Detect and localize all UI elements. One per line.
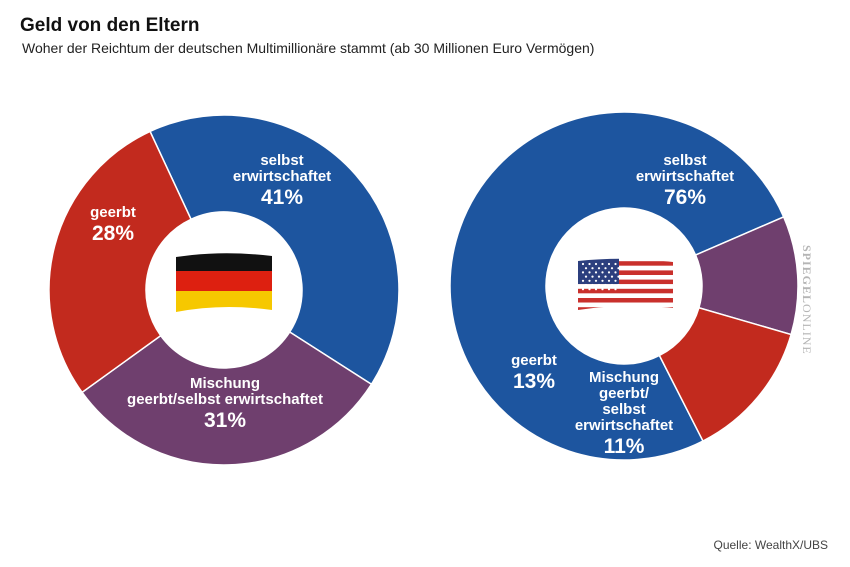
chart-subtitle: Woher der Reichtum der deutschen Multimi… (22, 40, 595, 56)
spiegel-online-logo: SPIEGELONLINE (800, 245, 814, 355)
donut-chart-germany: selbst erwirtschaftet 41% Mischung geerbt/se… (48, 114, 400, 466)
slice-value-geerbt: 13% (513, 370, 555, 393)
slice-value-mischung: 11% (604, 435, 645, 458)
slice-label-geerbt: geerbt 28% (90, 204, 136, 245)
slice-label-selbst: selbst erwirtschaftet 41% (233, 152, 331, 209)
slice-selbst (449, 111, 785, 461)
donut-chart-usa: selbst erwirtschaftet 76% Mischung geerbt/se… (449, 111, 799, 461)
chart-title: Geld von den Eltern (20, 15, 200, 36)
slice-value-selbst: 76% (664, 186, 706, 209)
slice-geerbt (658, 306, 793, 443)
slice-selbst (149, 114, 400, 386)
slice-value-selbst: 41% (261, 186, 303, 209)
slice-value-geerbt: 28% (92, 222, 134, 245)
source-note: Quelle: WealthX/UBS (713, 538, 829, 552)
slice-value-mischung: 31% (204, 409, 246, 432)
usa-flag (578, 258, 673, 310)
slice-mischung (81, 330, 373, 466)
slice-label-mischung: Mischung geerbt/selbst erwirtschaftet 11% (575, 369, 673, 458)
slice-geerbt (48, 130, 193, 394)
slice-label-selbst: selbst erwirtschaftet 76% (636, 152, 734, 209)
slice-label-mischung: Mischung geerbt/selbst erwirtschaftet 31% (127, 375, 323, 432)
germany-flag (176, 253, 272, 312)
slice-label-geerbt: geerbt 13% (511, 352, 557, 393)
